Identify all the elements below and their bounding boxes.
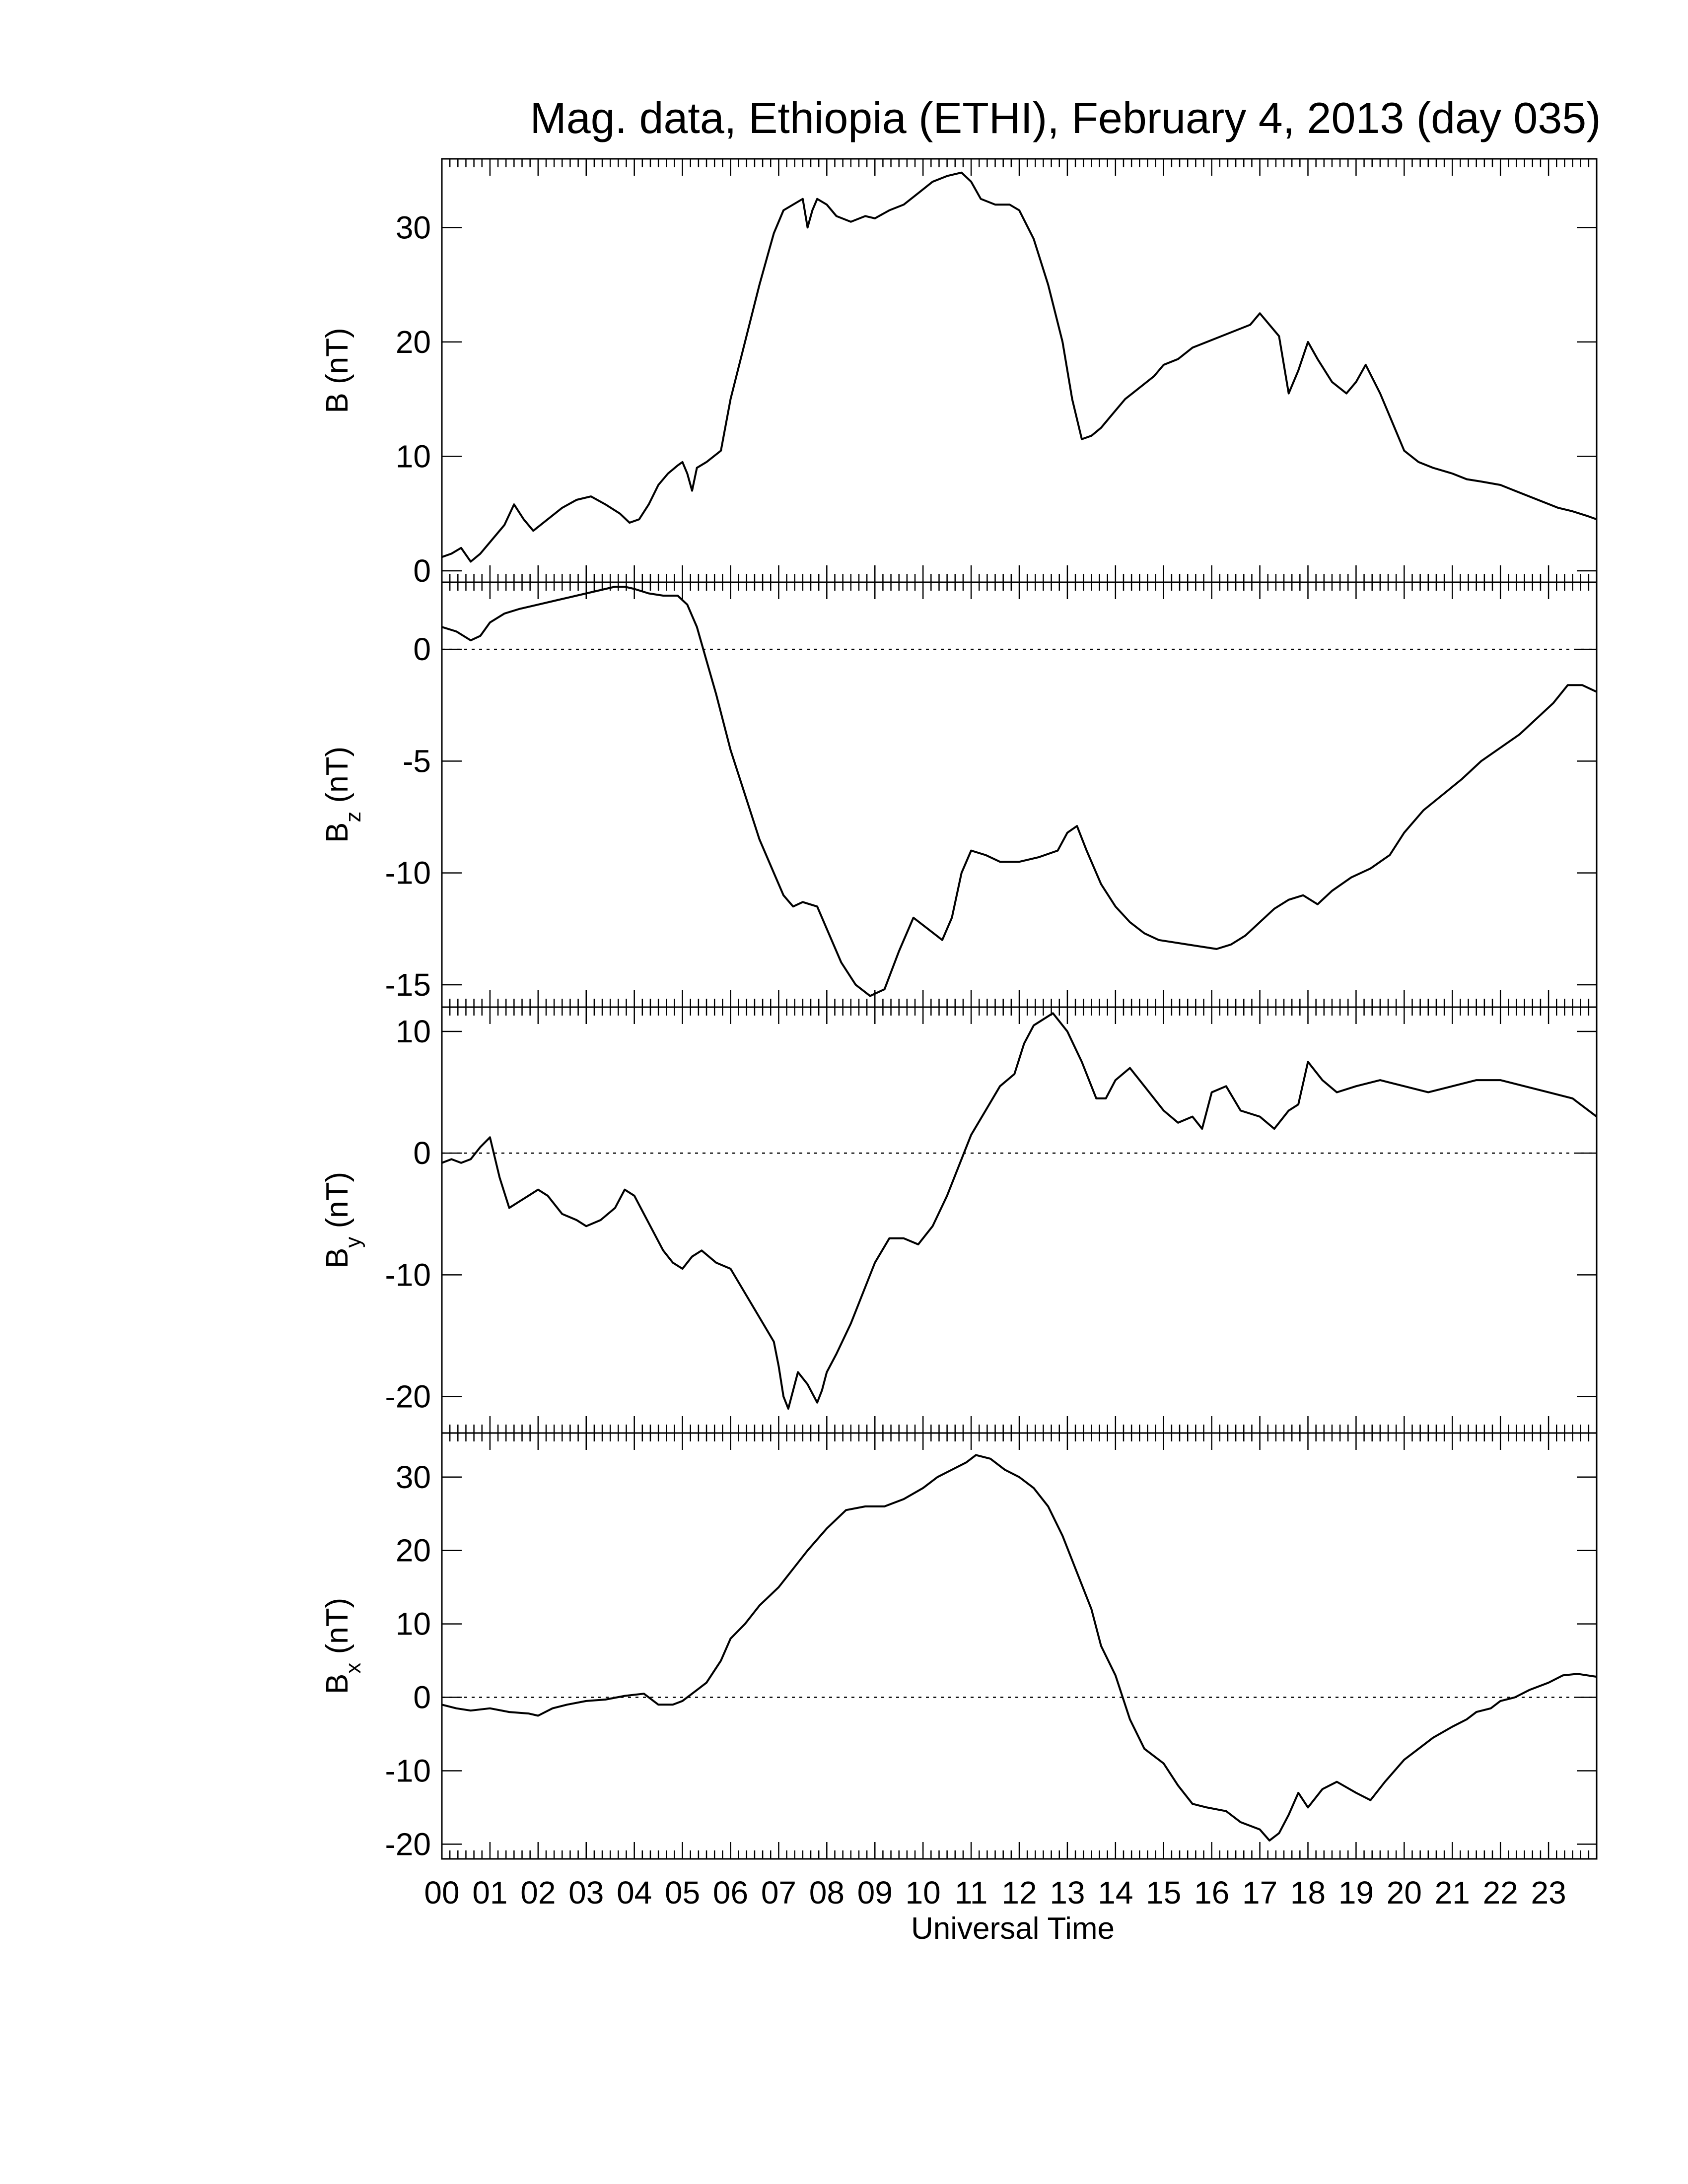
x-tick-label: 07 [761, 1875, 796, 1911]
y-tick-label: 0 [413, 553, 431, 589]
x-tick-label: 03 [568, 1875, 604, 1911]
y-tick-label: 20 [396, 324, 431, 360]
panel-By: 10 0 -10 -20 By (nT) [320, 1006, 1598, 1434]
y-axis-label: By (nT) [320, 1172, 365, 1268]
y-axis-label-unit: (nT) [320, 747, 354, 812]
panel-frame [441, 158, 1598, 583]
x-tick-label: 18 [1290, 1875, 1326, 1911]
y-axis-label: B (nT) [320, 328, 354, 413]
y-tick-label: 0 [413, 1680, 431, 1715]
y-tick-label: -10 [385, 1257, 431, 1293]
x-tick-label: 23 [1531, 1875, 1566, 1911]
y-axis-label: Bz (nT) [320, 747, 365, 843]
y-axis-label: Bx (nT) [320, 1598, 365, 1694]
x-tick-label: 14 [1098, 1875, 1133, 1911]
data-series-By [441, 1012, 1598, 1410]
x-tick-label: 02 [520, 1875, 556, 1911]
x-tick-label: 16 [1194, 1875, 1229, 1911]
x-tick-label: 21 [1435, 1875, 1470, 1911]
panels-group: 0 10 20 30 B (nT) 0 -5 -10 -15 Bz (nT) 10 0 -10 -20 By… [320, 158, 1598, 1862]
data-series-Bx [441, 1454, 1597, 1842]
y-tick-label: -20 [385, 1378, 431, 1414]
x-tick-label: 05 [665, 1875, 700, 1911]
x-tick-label: 15 [1146, 1875, 1181, 1911]
panel-Bx: 30 20 10 0 -10 -20 Bx (nT) [320, 1432, 1598, 1862]
data-series-B [441, 171, 1597, 563]
x-tick-label: 01 [472, 1875, 507, 1911]
x-tick-label: 10 [906, 1875, 941, 1911]
y-tick-label: -5 [403, 743, 431, 779]
x-tick-label: 20 [1387, 1875, 1422, 1911]
y-tick-label: 30 [396, 1459, 431, 1495]
y-axis-label-unit: (nT) [320, 1172, 354, 1237]
y-axis-label-base: B [320, 1674, 354, 1694]
x-tick-label: 00 [424, 1875, 459, 1911]
x-tick-label: 19 [1338, 1875, 1374, 1911]
x-tick-label: 04 [617, 1875, 652, 1911]
y-tick-label: 30 [396, 209, 431, 245]
chart-title: Mag. data, Ethiopia (ETHI), February 4, … [530, 93, 1601, 142]
x-tick-label: 17 [1242, 1875, 1277, 1911]
y-axis-label-base: B [320, 1248, 354, 1268]
x-tick-label: 12 [1001, 1875, 1037, 1911]
y-axis-label-subscript: y [341, 1237, 365, 1248]
y-axis-label-unit: (nT) [320, 1598, 354, 1663]
y-tick-label: 10 [396, 438, 431, 474]
y-axis-label-base: B [320, 822, 354, 843]
y-tick-label: 10 [396, 1014, 431, 1049]
panel-B: 0 10 20 30 B (nT) [320, 158, 1598, 589]
y-tick-label: -15 [385, 967, 431, 1003]
y-axis-label-subscript: x [341, 1663, 365, 1674]
x-tick-label: 22 [1483, 1875, 1518, 1911]
y-tick-label: 20 [396, 1533, 431, 1569]
data-series-Bz [441, 586, 1597, 997]
y-tick-label: 0 [413, 631, 431, 667]
y-tick-label: -10 [385, 1753, 431, 1788]
panel-frame [441, 1432, 1598, 1860]
x-tick-label: 08 [809, 1875, 844, 1911]
panel-Bz: 0 -5 -10 -15 Bz (nT) [320, 581, 1598, 1008]
y-tick-label: 0 [413, 1135, 431, 1171]
y-tick-label: -20 [385, 1826, 431, 1862]
x-tick-label: 09 [857, 1875, 893, 1911]
y-axis-label-subscript: z [341, 812, 365, 822]
y-tick-label: 10 [396, 1606, 431, 1642]
x-tick-label: 11 [955, 1875, 987, 1911]
panel-frame [441, 581, 1598, 1008]
y-tick-label: -10 [385, 855, 431, 891]
x-tick-label: 13 [1050, 1875, 1085, 1911]
x-tick-label: 06 [713, 1875, 748, 1911]
x-tick-labels: 00 01 02 03 04 05 06 07 08 09 10 11 12 13 14 15 16 17 18 19… [424, 1875, 1566, 1911]
x-axis-label: Universal Time [911, 1911, 1115, 1946]
panel-frame [441, 1006, 1598, 1434]
